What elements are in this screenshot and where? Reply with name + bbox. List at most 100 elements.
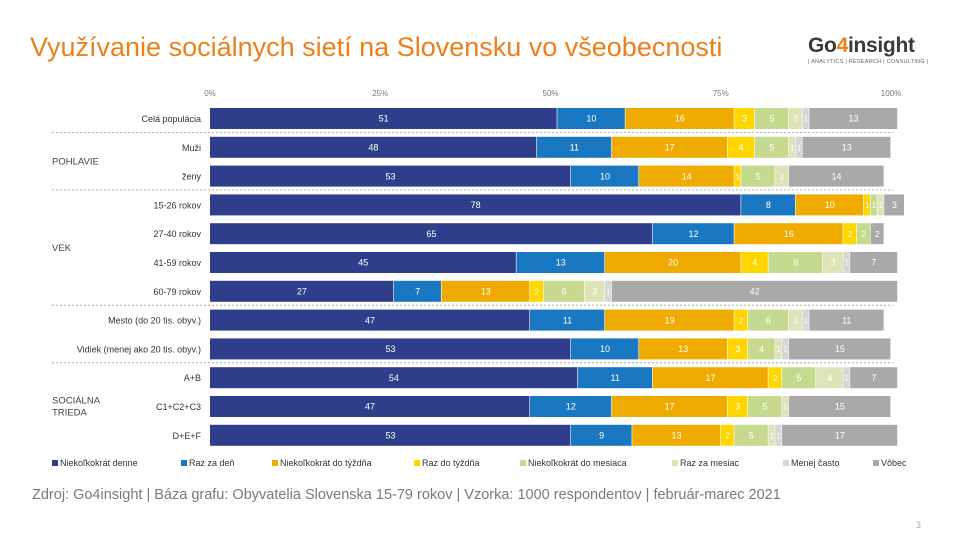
data-label: 2 (848, 230, 853, 239)
bar-segment (570, 165, 639, 187)
bar-segment (843, 252, 850, 273)
category-label: A+B (184, 373, 201, 383)
bar-segment (843, 223, 857, 245)
data-label: 17 (835, 431, 845, 441)
group-label: SOCIÁLNA (52, 396, 101, 407)
data-label: 17 (665, 143, 675, 153)
data-label: 1 (783, 403, 788, 412)
x-tick-label: 75% (713, 89, 729, 98)
bar-segment (210, 396, 530, 417)
data-label: 2 (725, 432, 730, 441)
legend-label: Raz do týždňa (422, 458, 480, 468)
bar-segment (809, 108, 898, 129)
data-label: 5 (763, 402, 768, 412)
go4insight-logo: Go4insight | ANALYTICS | RESEARCH | CONS… (808, 34, 936, 70)
page-title: Využívanie sociálnych sietí na Slovensku… (30, 32, 723, 62)
legend-swatch (52, 460, 58, 466)
category-label: 41-59 rokov (153, 258, 201, 268)
bar-segment (652, 367, 768, 389)
bar-segment (727, 396, 748, 417)
bar-segment (584, 280, 605, 302)
data-label: 1 (790, 144, 795, 153)
data-label: 19 (665, 315, 675, 325)
data-label: 53 (385, 171, 395, 181)
bar-segment (802, 108, 809, 129)
bar-segment (877, 194, 884, 216)
logo-prefix: Go (808, 34, 837, 57)
legend-swatch (181, 460, 187, 466)
bar-segment (570, 424, 632, 446)
bar-segment (734, 424, 768, 446)
bar-segment (870, 194, 877, 216)
data-label: 47 (365, 315, 375, 325)
data-label: 9 (599, 431, 604, 441)
x-tick-label: 100% (881, 89, 901, 98)
bar-segment (856, 223, 870, 245)
bar-segment (782, 338, 789, 360)
bar-segment (530, 280, 544, 302)
bar-segment (775, 424, 782, 446)
bar-segment (530, 309, 605, 331)
data-label: 3 (831, 258, 836, 268)
data-label: 5 (797, 373, 802, 383)
data-label: 13 (671, 431, 681, 441)
bar-segment (747, 309, 789, 331)
bar-segment (795, 136, 802, 158)
data-label: 2 (793, 115, 798, 124)
bar-segment (768, 424, 775, 446)
data-label: 13 (556, 258, 566, 268)
logo-suffix: insight (847, 34, 915, 57)
data-label: 4 (827, 373, 832, 383)
data-label: 1 (776, 345, 781, 354)
data-label: 17 (665, 402, 675, 412)
bar-segment (611, 136, 727, 158)
category-label: Mesto (do 20 tis. obyv.) (108, 316, 201, 326)
bar-segment (754, 136, 789, 158)
bar-segment (795, 194, 864, 216)
bar-segment (639, 338, 727, 360)
bar-segment (210, 108, 557, 129)
group-label: VEK (52, 243, 72, 254)
bar-segment (802, 309, 809, 331)
data-label: 2 (773, 374, 778, 383)
data-label: 10 (586, 114, 596, 124)
category-label: 27-40 rokov (153, 229, 201, 239)
data-label: 2 (780, 172, 785, 181)
data-label: 1 (845, 374, 850, 383)
bar-segment (788, 338, 891, 360)
data-label: 17 (706, 373, 716, 383)
data-label: 7 (871, 373, 876, 383)
bar-segment (632, 424, 721, 446)
data-label: 1 (865, 201, 870, 210)
bar-segment (850, 367, 898, 389)
data-label: 45 (358, 258, 368, 268)
bar-segment (727, 338, 748, 360)
data-label: 1 (797, 144, 802, 153)
category-label: 15-26 rokov (153, 200, 201, 210)
data-label: 2 (739, 316, 744, 325)
bar-segment (884, 194, 905, 216)
legend-label: Niekoľkokrát do mesiaca (528, 458, 627, 468)
bar-segment (210, 136, 537, 158)
data-label: 51 (379, 114, 389, 124)
bar-segment (734, 108, 755, 129)
data-label: 13 (678, 344, 688, 354)
x-tick-label: 50% (542, 89, 558, 98)
bar-segment (210, 194, 741, 216)
legend-swatch (272, 460, 278, 466)
data-label: 54 (389, 373, 399, 383)
category-label: Muži (182, 143, 201, 153)
bar-segment (570, 338, 639, 360)
legend-swatch (672, 460, 678, 466)
bar-segment (850, 252, 898, 273)
data-label: 2 (535, 288, 540, 297)
data-label: 10 (600, 171, 610, 181)
data-label: 10 (825, 200, 835, 210)
data-label: 14 (682, 171, 692, 181)
data-label: 3 (742, 114, 747, 124)
data-label: 13 (842, 143, 852, 153)
bar-segment (822, 252, 843, 273)
bar-segment (210, 338, 571, 360)
bar-segment (734, 165, 741, 187)
bar-segment (639, 165, 734, 187)
